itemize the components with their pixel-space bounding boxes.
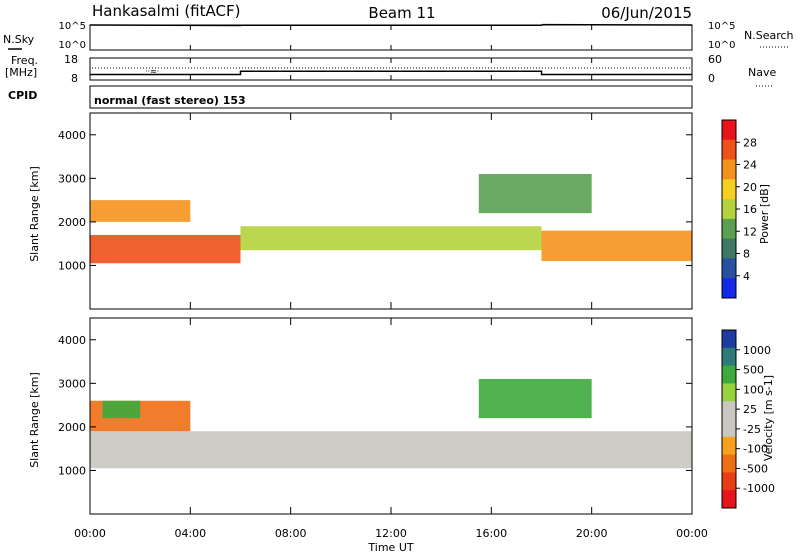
y-tick-label: 1000 (58, 464, 86, 477)
station-title: Hankasalmi (fitACF) (92, 2, 240, 20)
colorbar-tick-label: 4 (743, 270, 750, 283)
nave-label: Nave (748, 66, 776, 79)
colorbar-tick-label: 28 (743, 136, 757, 149)
beam-title: Beam 11 (368, 4, 435, 22)
nave-tick-low: 0 (708, 72, 715, 85)
scatter-band-1 (90, 234, 241, 264)
power-bands (90, 173, 692, 264)
y-tick-label: 3000 (58, 377, 86, 390)
colorbar-tick-label: 500 (743, 364, 764, 377)
scatter-band-4 (478, 378, 592, 419)
scatter-band-2 (90, 200, 191, 222)
velocity-panel: 1000 2000 3000 4000 Slant Range [km] (28, 317, 693, 515)
colorbar-swatch (722, 199, 736, 220)
freq-series-line (90, 70, 692, 76)
y-tick-label: 2000 (58, 216, 86, 229)
velocity-colorbar-label: Velocity [m s-1] (762, 375, 775, 461)
colorbar-swatch (722, 139, 736, 161)
x-tick-label: 00:00 (74, 527, 106, 540)
x-tick-label: 16:00 (475, 527, 507, 540)
velocity-colorbar: Velocity [m s-1] 1000 500 100 25 -25 -100 -500… (721, 329, 775, 509)
power-colorbar: Power [dB] 28 24 20 16 12 8 4 (721, 119, 771, 299)
freq-label-1: Freq. (11, 54, 38, 67)
colorbar-swatch (722, 401, 736, 420)
cpid-label: CPID (8, 89, 37, 102)
colorbar-swatch (722, 436, 736, 456)
power-ylabel: Slant Range [km] (28, 166, 41, 262)
colorbar-swatch (722, 258, 736, 279)
colorbar-swatch (722, 330, 736, 349)
x-axis-ticks: 00:00 04:00 08:00 12:00 16:00 20:00 00:00 (74, 25, 708, 540)
scatter-band-4 (541, 230, 692, 262)
colorbar-swatch (722, 179, 736, 200)
colorbar-tick-label: 25 (743, 403, 757, 416)
x-tick-label: 12:00 (375, 527, 407, 540)
colorbar-tick-label: -25 (743, 423, 761, 436)
colorbar-swatch (722, 238, 736, 259)
x-tick-label: 00:00 (676, 527, 708, 540)
freq-noise-marks: ··≈· (145, 67, 159, 76)
y-tick-label: 2000 (58, 421, 86, 434)
scatter-band-3 (102, 400, 141, 419)
x-axis-label: Time UT (367, 541, 413, 554)
colorbar-swatch (722, 490, 736, 509)
nave-tick-high: 60 (708, 53, 722, 66)
scatter-band-3 (240, 226, 542, 251)
velocity-bands (90, 378, 692, 469)
colorbar-swatch (722, 419, 736, 438)
colorbar-tick-label: 20 (743, 181, 757, 194)
colorbar-tick-label: -100 (743, 443, 768, 456)
colorbar-swatch (722, 120, 736, 141)
colorbar-swatch (722, 347, 736, 367)
scatter-band-1 (90, 431, 692, 469)
nsky-series-line (89, 23, 693, 27)
nsearch-tick-low: 10^0 (708, 40, 735, 51)
nsky-tick-high: 10^5 (59, 21, 86, 32)
colorbar-tick-label: 1000 (743, 344, 771, 357)
colorbar-tick-label: -500 (743, 462, 768, 475)
colorbar-frame (721, 329, 737, 509)
y-tick-label: 3000 (58, 172, 86, 185)
power-panel: 1000 2000 3000 4000 Slant Range [km] (28, 112, 693, 310)
freq-panel: Freq. [MHz] 18 8 60 0 Nave CPID ··≈· (5, 53, 776, 102)
nsearch-tick-high: 10^5 (708, 21, 735, 32)
colorbar-swatch (722, 472, 736, 491)
colorbar-tick-label: 100 (743, 383, 764, 396)
y-tick-label: 1000 (58, 259, 86, 272)
x-tick-label: 08:00 (275, 527, 307, 540)
x-tick-label: 20:00 (576, 527, 608, 540)
colorbar-swatch (722, 383, 736, 402)
x-tick-label: 04:00 (174, 527, 206, 540)
colorbar-swatch (722, 365, 736, 384)
colorbar-swatch (722, 159, 736, 180)
colorbar-tick-label: 16 (743, 203, 757, 216)
colorbar-tick-label: 12 (743, 225, 757, 238)
nsky-label: N.Sky (3, 33, 35, 46)
y-tick-label: 4000 (58, 129, 86, 142)
colorbar-tick-label: 24 (743, 159, 757, 172)
colorbar-swatch (722, 278, 736, 299)
cpid-frame (89, 85, 693, 109)
velocity-ylabel: Slant Range [km] (28, 372, 41, 468)
y-tick-label: 4000 (58, 334, 86, 347)
freq-tick-high: 18 (64, 53, 78, 66)
nsky-tick-low: 10^0 (59, 40, 86, 51)
colorbar-swatch (722, 454, 736, 473)
velocity-yticks: 1000 2000 3000 4000 (58, 334, 692, 477)
scatter-band-5 (478, 173, 592, 214)
colorbar-swatch (722, 218, 736, 240)
freq-label-2: [MHz] (5, 66, 37, 79)
freq-tick-low: 8 (71, 72, 78, 85)
colorbar-tick-label: -1000 (743, 482, 775, 495)
power-yticks: 1000 2000 3000 4000 (58, 129, 692, 272)
colorbar-tick-label: 8 (743, 248, 750, 261)
nsearch-label: N.Search (744, 29, 794, 42)
mode-text: normal (fast stereo) 153 (94, 94, 246, 107)
date-title: 06/Jun/2015 (601, 4, 692, 22)
power-colorbar-label: Power [dB] (758, 184, 771, 244)
